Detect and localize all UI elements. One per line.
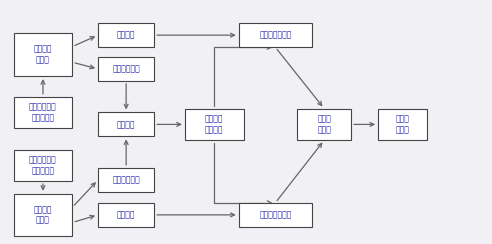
FancyBboxPatch shape — [185, 109, 244, 140]
FancyBboxPatch shape — [239, 23, 312, 47]
FancyBboxPatch shape — [98, 23, 154, 47]
Text: 上层多丝正比
室输出信号: 上层多丝正比 室输出信号 — [29, 103, 57, 122]
Text: 数据分
析模块: 数据分 析模块 — [317, 115, 331, 134]
FancyBboxPatch shape — [378, 109, 427, 140]
Text: 前端电子
学模块: 前端电子 学模块 — [34, 45, 52, 64]
Text: 数字化电荷谱仪: 数字化电荷谱仪 — [259, 31, 292, 40]
FancyBboxPatch shape — [98, 203, 154, 227]
Text: 触发逻辑脉冲: 触发逻辑脉冲 — [112, 175, 140, 184]
Text: 电荷脉冲: 电荷脉冲 — [117, 31, 135, 40]
Text: 电荷脉冲: 电荷脉冲 — [117, 210, 135, 219]
FancyBboxPatch shape — [98, 112, 154, 136]
FancyBboxPatch shape — [14, 97, 72, 128]
FancyBboxPatch shape — [14, 33, 72, 76]
Text: 逻辑与门: 逻辑与门 — [117, 120, 135, 129]
FancyBboxPatch shape — [14, 150, 72, 181]
Text: 人机交
互模块: 人机交 互模块 — [396, 115, 409, 134]
FancyBboxPatch shape — [239, 203, 312, 227]
Text: 触发逻辑脉冲: 触发逻辑脉冲 — [112, 64, 140, 73]
FancyBboxPatch shape — [14, 194, 72, 236]
Text: 前端电子
学模块: 前端电子 学模块 — [34, 205, 52, 224]
Text: 下层多丝正比
室输出信号: 下层多丝正比 室输出信号 — [29, 156, 57, 175]
Text: 低电平有
效控制端: 低电平有 效控制端 — [205, 115, 223, 134]
FancyBboxPatch shape — [297, 109, 351, 140]
Text: 数字化电荷谱仪: 数字化电荷谱仪 — [259, 210, 292, 219]
FancyBboxPatch shape — [98, 57, 154, 81]
FancyBboxPatch shape — [98, 168, 154, 192]
